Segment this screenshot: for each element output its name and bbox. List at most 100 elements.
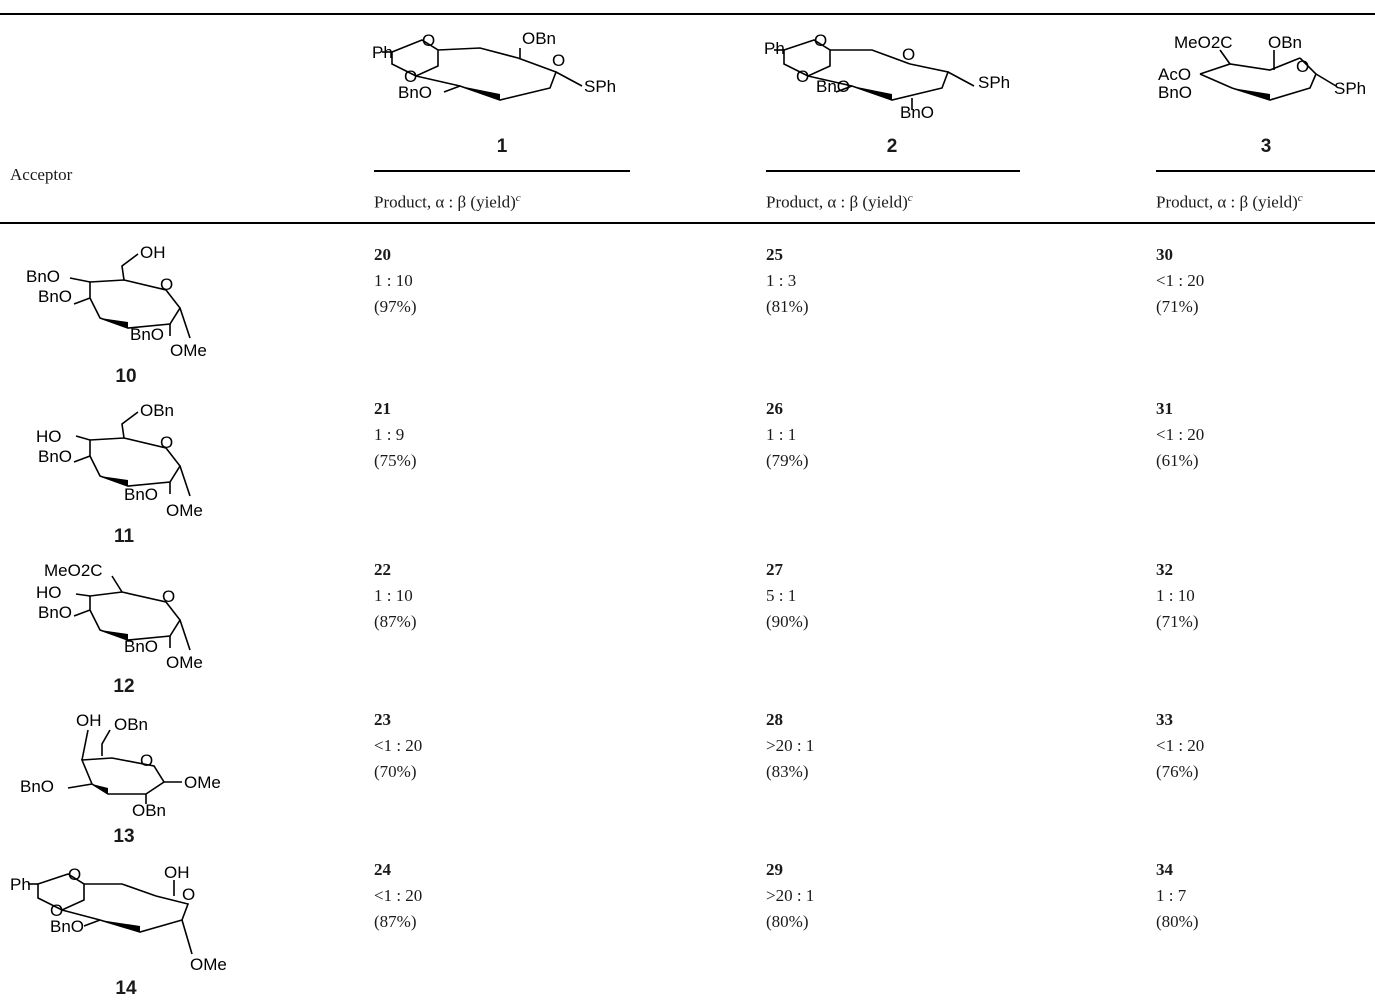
product-id: 26 xyxy=(766,399,783,418)
acceptor-12-label-meo2c: MeO2C xyxy=(44,561,103,580)
acceptor-11-label-ho: HO xyxy=(36,427,62,446)
acceptor-10-label-oh: OH xyxy=(140,243,166,262)
donor-3-id: 3 xyxy=(1260,136,1272,157)
acceptor-14-structure: Ph O OH O O BnO OMe xyxy=(10,863,227,974)
donor-2-label-sph: SPh xyxy=(978,73,1010,92)
yield: (97%) xyxy=(374,297,417,316)
acceptor-13-label-obn2: OBn xyxy=(132,801,166,820)
donor-1-label-o1: O xyxy=(422,31,435,50)
acceptor-10-id: 10 xyxy=(115,366,137,387)
cell-r3-c3: 32 1 : 10 (71%) xyxy=(1156,557,1198,635)
acceptor-13-label-ome: OMe xyxy=(184,773,221,792)
donor-2-id: 2 xyxy=(886,136,898,157)
ratio: >20 : 1 xyxy=(766,886,815,905)
cell-r1-c2: 25 1 : 3 (81%) xyxy=(766,242,808,320)
cell-r3-c2: 27 5 : 1 (90%) xyxy=(766,557,808,635)
acceptor-11-label-bno2: BnO xyxy=(124,485,158,504)
donor-1-id: 1 xyxy=(496,136,508,157)
product-id: 20 xyxy=(374,245,391,264)
yield: (87%) xyxy=(374,612,417,631)
acceptor-11-label-bno1: BnO xyxy=(38,447,72,466)
cell-r2-c2: 26 1 : 1 (79%) xyxy=(766,396,808,474)
acceptor-12-label-bno1: BnO xyxy=(38,603,72,622)
acceptor-14-label-o2: O xyxy=(50,901,63,920)
donor-2-structure: Ph O O O BnO SPh BnO xyxy=(764,31,1010,122)
donor-2-label-ph: Ph xyxy=(764,39,785,58)
acceptor-10-label-bno1: BnO xyxy=(26,267,60,286)
product-id: 29 xyxy=(766,860,783,879)
donor-2-label-o3: O xyxy=(902,45,915,64)
product-header-3: Product, α : β (yield)c xyxy=(1156,192,1303,212)
acceptor-10-structure: OH O BnO BnO BnO OMe xyxy=(26,243,207,360)
acceptor-11-id: 11 xyxy=(113,526,135,547)
acceptor-13-label-o: O xyxy=(140,751,153,770)
cell-r5-c1: 24 <1 : 20 (87%) xyxy=(374,857,422,935)
acceptor-14-label-o1: O xyxy=(68,865,81,884)
donor-3-label-aco: AcO xyxy=(1158,65,1191,84)
ratio: 1 : 10 xyxy=(1156,586,1195,605)
acceptor-14-label-bno: BnO xyxy=(50,917,84,936)
ratio: <1 : 20 xyxy=(374,886,423,905)
acceptor-10-label-ome: OMe xyxy=(170,341,207,360)
yield: (79%) xyxy=(766,451,809,470)
product-id: 28 xyxy=(766,710,783,729)
ratio: <1 : 20 xyxy=(1156,425,1205,444)
ratio: 1 : 1 xyxy=(766,425,797,444)
yield: (90%) xyxy=(766,612,809,631)
donor-3-structure: MeO2C OBn AcO BnO O SPh xyxy=(1158,33,1366,102)
donor-3-rule xyxy=(1156,170,1375,172)
acceptor-11-label-obn: OBn xyxy=(140,401,174,420)
yield: (83%) xyxy=(766,762,809,781)
donor-1-structure: Ph O O OBn O BnO SPh xyxy=(372,29,616,102)
acceptor-12-id: 12 xyxy=(113,676,135,697)
donor-3-label-obn: OBn xyxy=(1268,33,1302,52)
ratio: <1 : 20 xyxy=(374,736,423,755)
donor-1-label-o2: O xyxy=(404,67,417,86)
acceptor-13-label-obn1: OBn xyxy=(114,715,148,734)
product-id: 24 xyxy=(374,860,391,879)
yield: (80%) xyxy=(1156,912,1199,931)
donor-1-label-o3: O xyxy=(552,51,565,70)
donor-3-label-sph: SPh xyxy=(1334,79,1366,98)
acceptor-13-label-oh: OH xyxy=(76,711,102,730)
donor-1-rule xyxy=(374,170,630,172)
cell-r4-c2: 28 >20 : 1 (83%) xyxy=(766,707,814,785)
yield: (80%) xyxy=(766,912,809,931)
acceptor-12-structure: MeO2C O HO BnO BnO OMe xyxy=(36,561,203,672)
donor-3-label-bno: BnO xyxy=(1158,83,1192,102)
product-id: 22 xyxy=(374,560,391,579)
acceptor-14-label-ph: Ph xyxy=(10,875,31,894)
donor-1-label-obn: OBn xyxy=(522,29,556,48)
donor-2-label-o2: O xyxy=(796,67,809,86)
ratio: 1 : 9 xyxy=(374,425,405,444)
cell-r5-c2: 29 >20 : 1 (80%) xyxy=(766,857,814,935)
ratio: 5 : 1 xyxy=(766,586,797,605)
donor-1-label-ph: Ph xyxy=(372,43,393,62)
product-id: 23 xyxy=(374,710,391,729)
acceptor-header: Acceptor xyxy=(10,165,73,184)
cell-r2-c1: 21 1 : 9 (75%) xyxy=(374,396,416,474)
product-id: 27 xyxy=(766,560,783,579)
acceptor-10-label-bno2: BnO xyxy=(38,287,72,306)
product-id: 30 xyxy=(1156,245,1173,264)
acceptor-11-structure: OBn O HO BnO BnO OMe xyxy=(36,401,203,520)
header-bottom-rule xyxy=(0,222,1375,224)
yield: (87%) xyxy=(374,912,417,931)
acceptor-12-label-o: O xyxy=(162,587,175,606)
donor-2-rule xyxy=(766,170,1020,172)
yield: (71%) xyxy=(1156,612,1199,631)
acceptor-14-label-ome: OMe xyxy=(190,955,227,974)
acceptor-12-label-ho: HO xyxy=(36,583,62,602)
acceptor-13-label-bno: BnO xyxy=(20,777,54,796)
ratio: >20 : 1 xyxy=(766,736,815,755)
product-header-1: Product, α : β (yield)c xyxy=(374,192,521,212)
product-header-2: Product, α : β (yield)c xyxy=(766,192,913,212)
acceptor-14-label-oh: OH xyxy=(164,863,190,882)
acceptor-12-label-ome: OMe xyxy=(166,653,203,672)
ratio: 1 : 7 xyxy=(1156,886,1187,905)
acceptor-13-structure: OH OBn O BnO OMe OBn xyxy=(20,711,221,820)
donor-3-label-meo2c: MeO2C xyxy=(1174,33,1233,52)
acceptor-11-label-ome: OMe xyxy=(166,501,203,520)
donor-2-label-bno1: BnO xyxy=(816,77,850,96)
ratio: <1 : 20 xyxy=(1156,271,1205,290)
